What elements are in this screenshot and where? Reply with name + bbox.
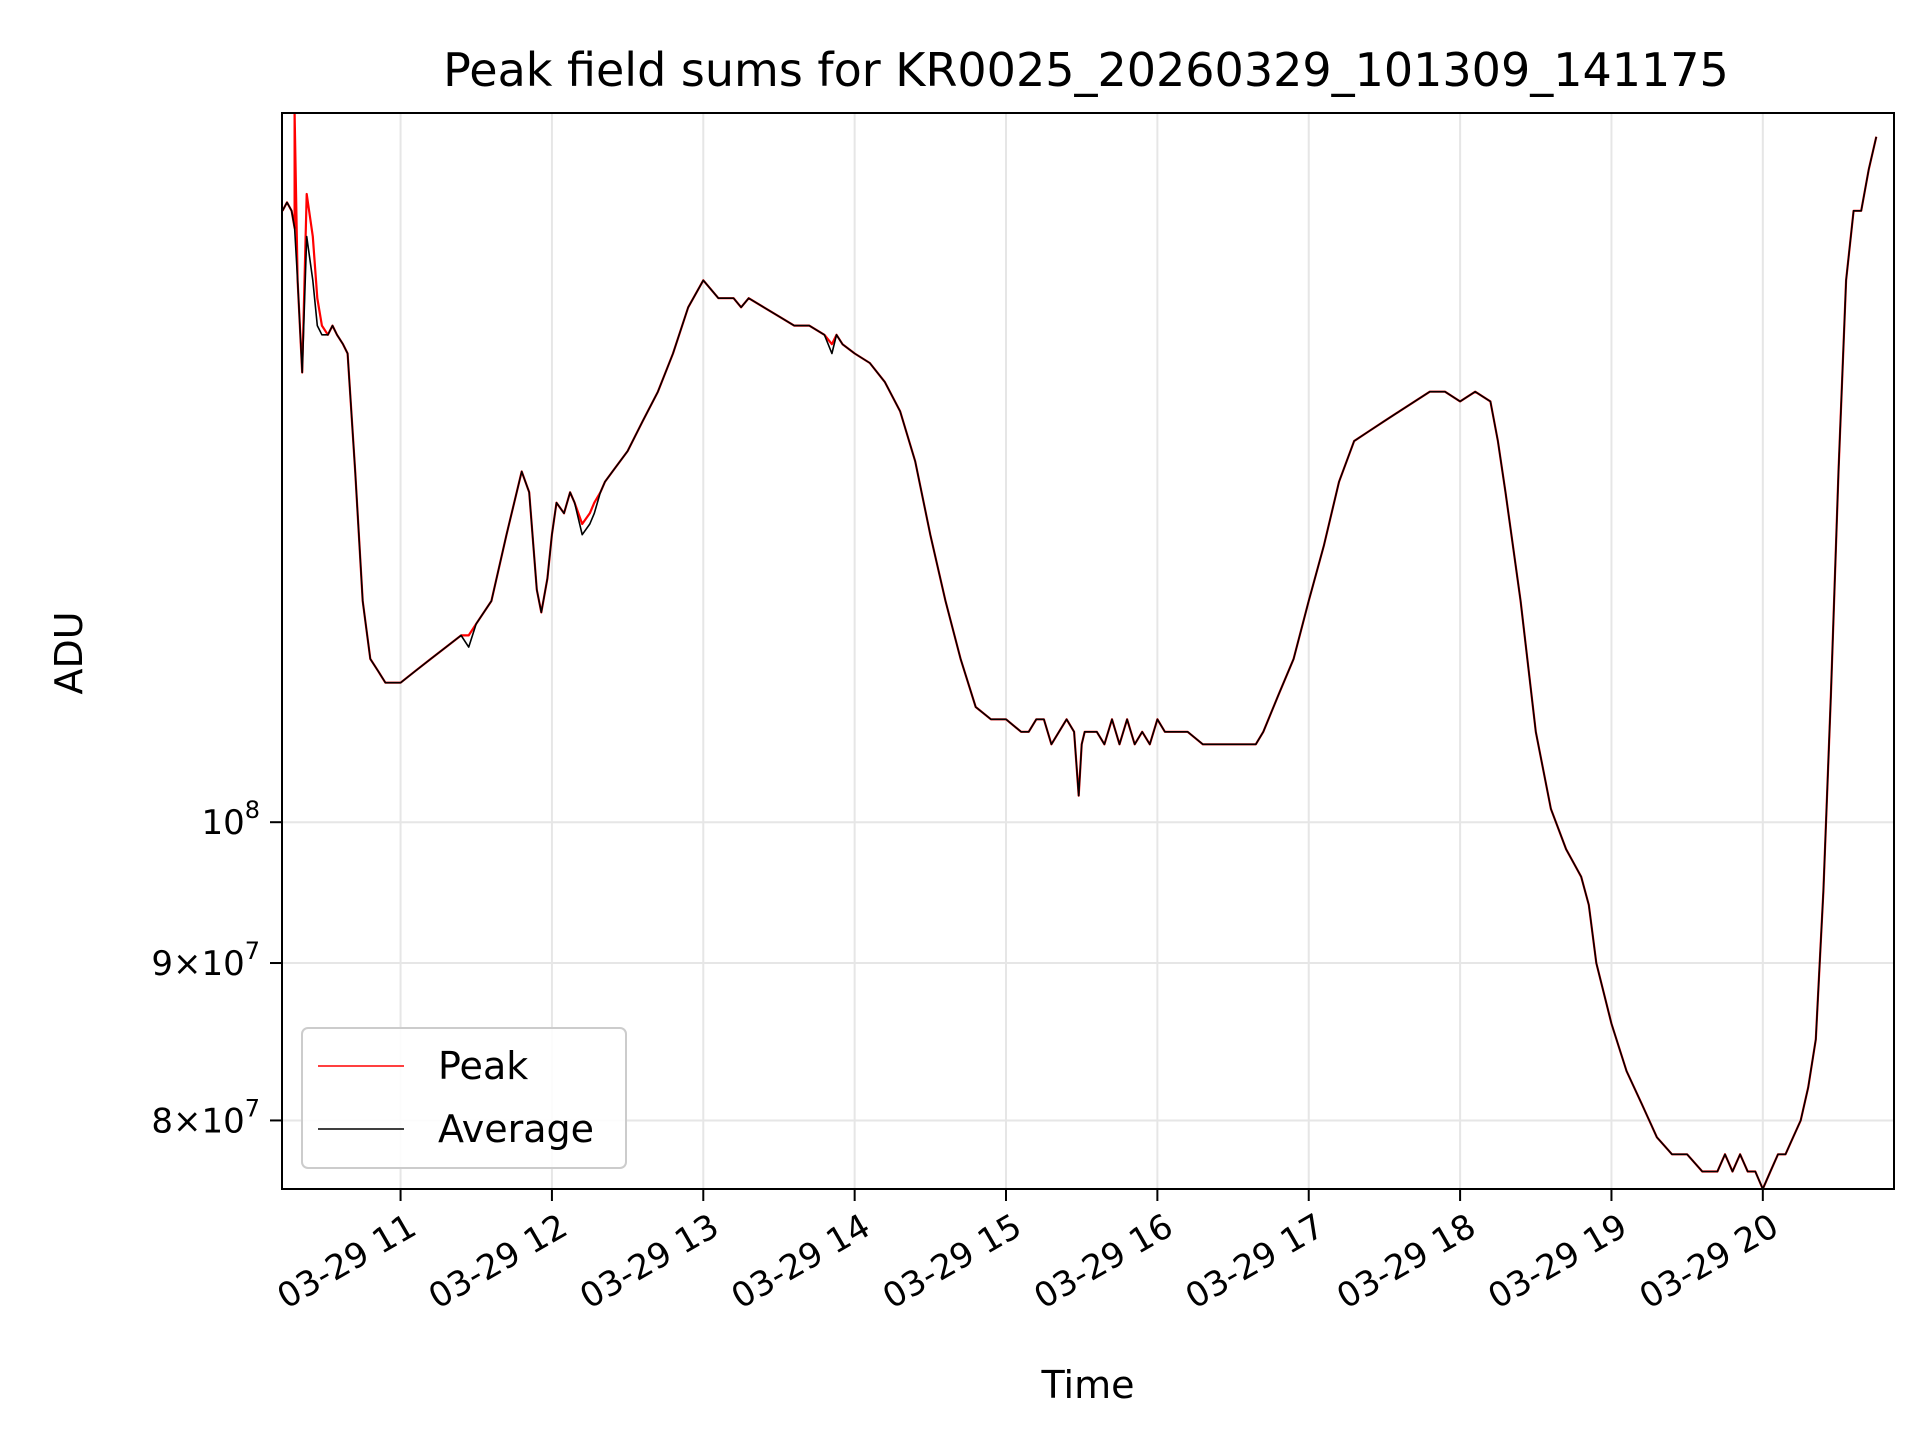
legend-average-label: Average [438, 1107, 594, 1151]
y-tick-label: 8×107 [151, 1094, 260, 1141]
series-group [282, 113, 1878, 1189]
series-line-average [282, 136, 1878, 1189]
chart-title: Peak field sums for KR0025_20260329_1013… [443, 43, 1729, 97]
y-axis-label: ADU [47, 611, 91, 694]
x-axis-label: Time [1041, 1363, 1135, 1407]
y-tick-label: 9×107 [151, 937, 260, 984]
legend-peak-label: Peak [438, 1044, 528, 1088]
legend: Peak Average [301, 1027, 627, 1169]
y-tick-label: 108 [201, 796, 260, 843]
plot-area-frame [281, 112, 1895, 1190]
y-axis: 8×107 9×107 108 [151, 796, 282, 1141]
legend-box [301, 1027, 627, 1169]
